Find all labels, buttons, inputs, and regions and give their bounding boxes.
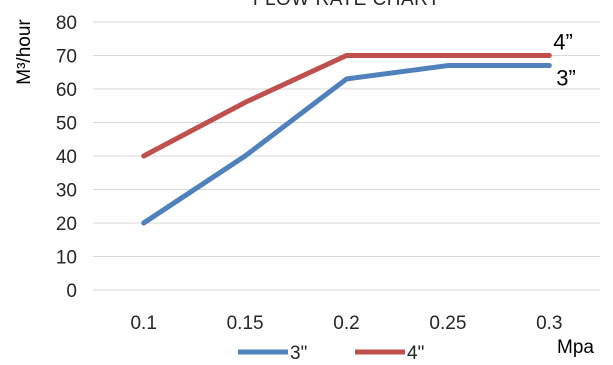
y-tick-label: 10 [56, 248, 77, 269]
gridlines [93, 21, 600, 291]
y-tick-label: 30 [56, 181, 77, 202]
y-tick-label: 40 [56, 147, 77, 168]
y-tick-label: 20 [56, 214, 77, 235]
y-axis-ticks: 0 10 20 30 40 50 60 70 80 [56, 13, 77, 302]
chart-title: FLOW RATE CHART [253, 0, 440, 10]
x-tick-label: 0.1 [130, 313, 156, 334]
y-tick-label: 50 [56, 114, 77, 135]
series-lines [141, 53, 552, 226]
y-tick-label: 0 [66, 281, 77, 302]
x-tick-label: 0.3 [536, 313, 562, 334]
series-end-labels: 3”4” [553, 30, 576, 91]
x-tick-label: 0.25 [429, 313, 466, 334]
legend-label: 3" [290, 343, 307, 364]
series-line-1 [141, 53, 552, 159]
series-end-label: 3” [556, 66, 576, 91]
series-end-label: 4” [553, 30, 573, 55]
x-tick-label: 0.2 [333, 313, 359, 334]
y-axis-label: M³/hour [14, 19, 35, 85]
x-tick-label: 0.15 [227, 313, 264, 334]
x-axis-ticks: 0.1 0.15 0.2 0.25 0.3 [130, 313, 562, 334]
legend: 3" 4" [238, 343, 424, 364]
legend-label: 4" [407, 343, 424, 364]
x-axis-label: Mpa [557, 337, 594, 358]
y-tick-label: 70 [56, 47, 77, 68]
y-tick-label: 80 [56, 13, 77, 34]
y-tick-label: 60 [56, 80, 77, 101]
